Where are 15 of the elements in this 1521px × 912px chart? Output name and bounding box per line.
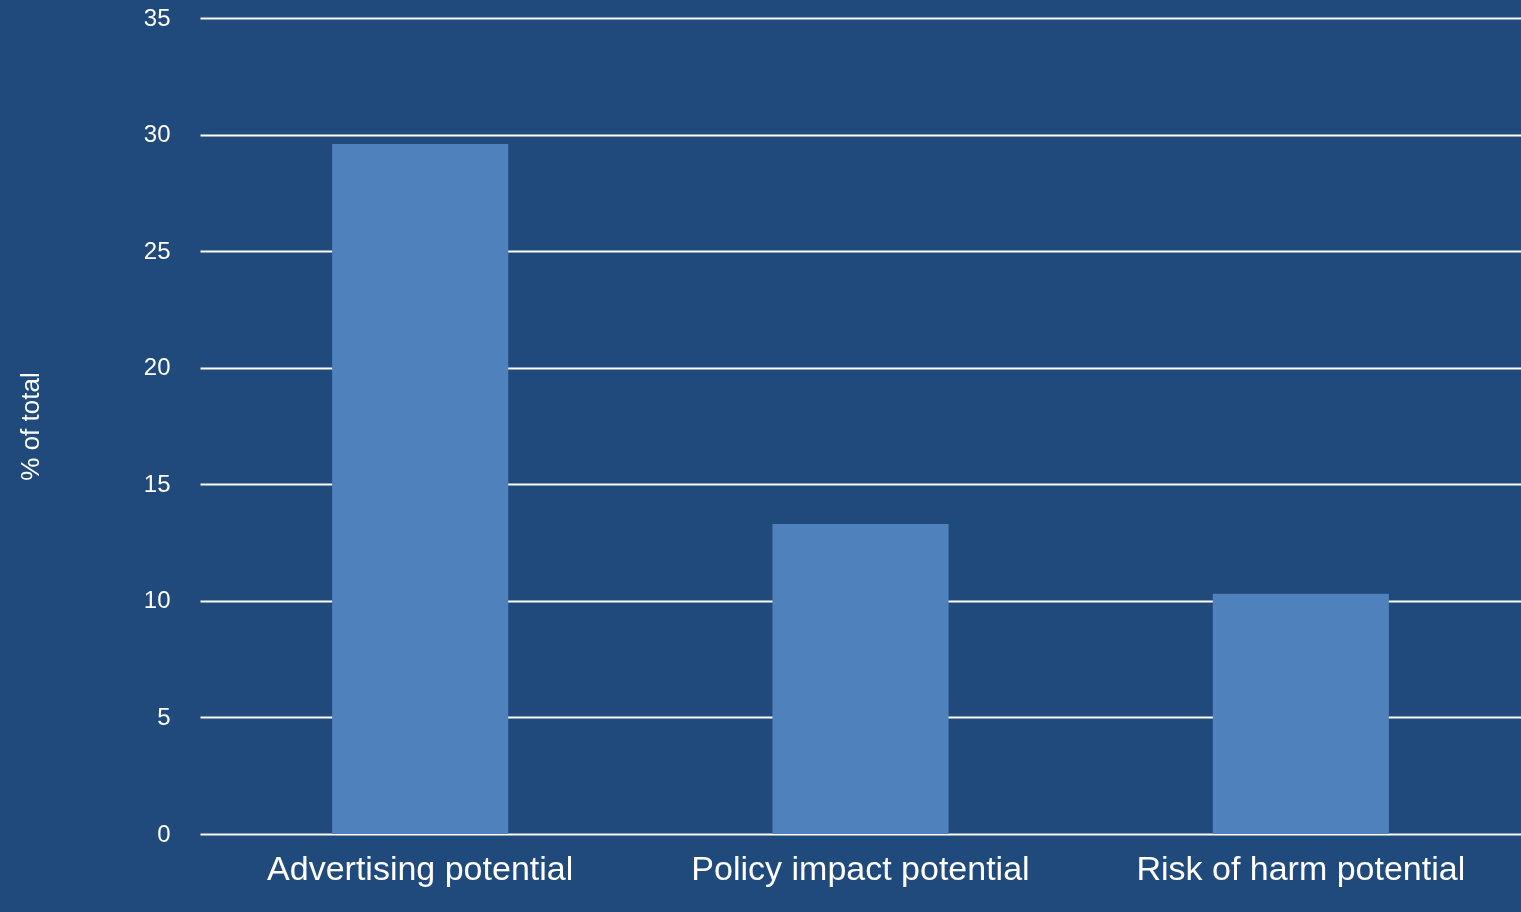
x-tick-label: Advertising potential bbox=[267, 848, 574, 887]
y-tick-label: 15 bbox=[143, 469, 171, 497]
bar bbox=[332, 143, 509, 834]
x-tick-label: Risk of harm potential bbox=[1136, 848, 1466, 887]
y-tick-label: 0 bbox=[157, 819, 171, 847]
y-tick-label: 30 bbox=[143, 120, 171, 148]
y-axis-title: % of total bbox=[14, 372, 45, 481]
y-tick-label: 5 bbox=[157, 702, 171, 730]
y-tick-label: 10 bbox=[143, 586, 171, 614]
bar bbox=[772, 523, 949, 834]
y-tick-label: 20 bbox=[143, 353, 171, 381]
y-tick-label: 35 bbox=[143, 3, 171, 31]
bar bbox=[1212, 593, 1389, 834]
y-tick-label: 25 bbox=[143, 236, 171, 264]
x-tick-label: Policy impact potential bbox=[691, 848, 1030, 887]
